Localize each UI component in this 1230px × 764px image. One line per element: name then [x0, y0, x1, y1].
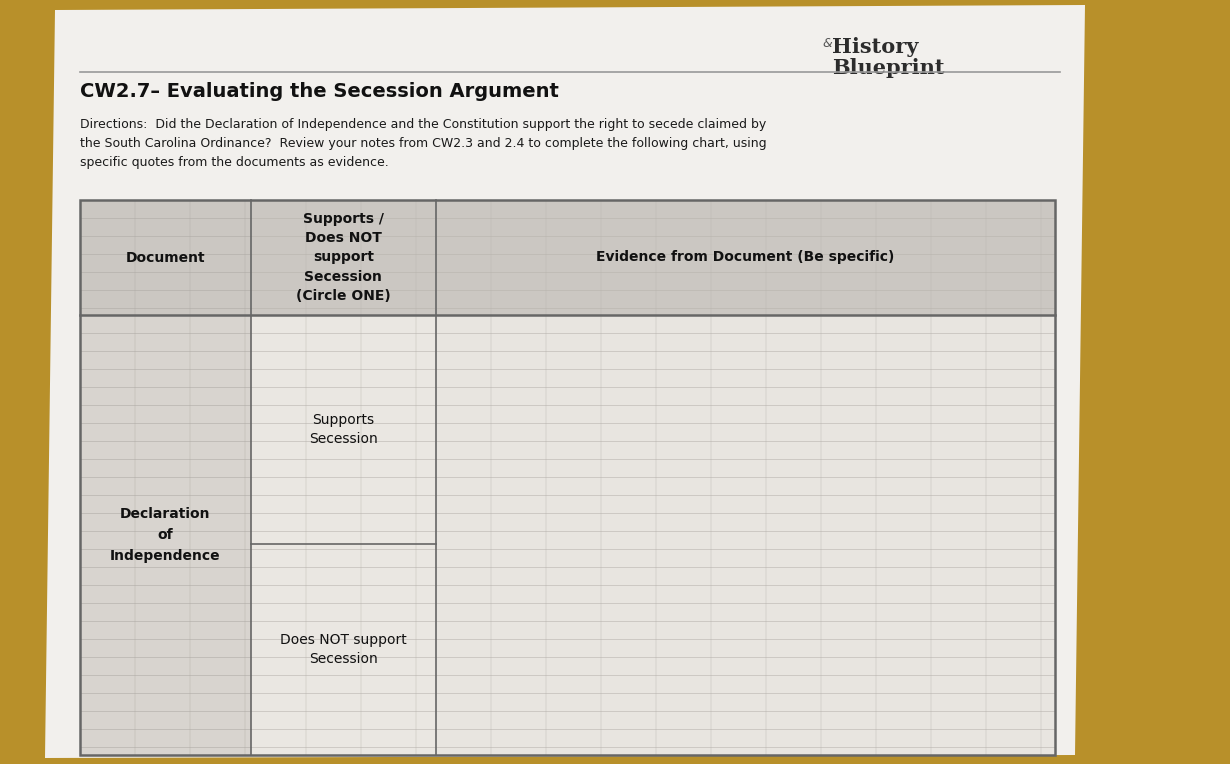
Bar: [435, 315, 1055, 755]
Text: Evidence from Document (Be specific): Evidence from Document (Be specific): [597, 251, 894, 264]
Text: Document: Document: [125, 251, 205, 264]
Text: Declaration
of
Independence: Declaration of Independence: [109, 507, 220, 562]
Polygon shape: [46, 5, 1085, 758]
Text: &: &: [822, 37, 831, 50]
Text: CW2.7– Evaluating the Secession Argument: CW2.7– Evaluating the Secession Argument: [80, 82, 558, 101]
Text: Supports
Secession: Supports Secession: [309, 413, 378, 445]
Bar: [251, 315, 435, 755]
Bar: [435, 200, 1055, 315]
Bar: [251, 200, 435, 315]
Bar: [80, 315, 251, 755]
Text: Directions:  Did the Declaration of Independence and the Constitution support th: Directions: Did the Declaration of Indep…: [80, 118, 766, 169]
Text: Supports /
Does NOT
support
Secession
(Circle ONE): Supports / Does NOT support Secession (C…: [296, 212, 391, 303]
Text: Does NOT support
Secession: Does NOT support Secession: [280, 633, 407, 665]
Bar: [80, 200, 1055, 755]
Text: Blueprint: Blueprint: [831, 58, 945, 78]
Text: History: History: [831, 37, 919, 57]
Bar: [80, 200, 251, 315]
